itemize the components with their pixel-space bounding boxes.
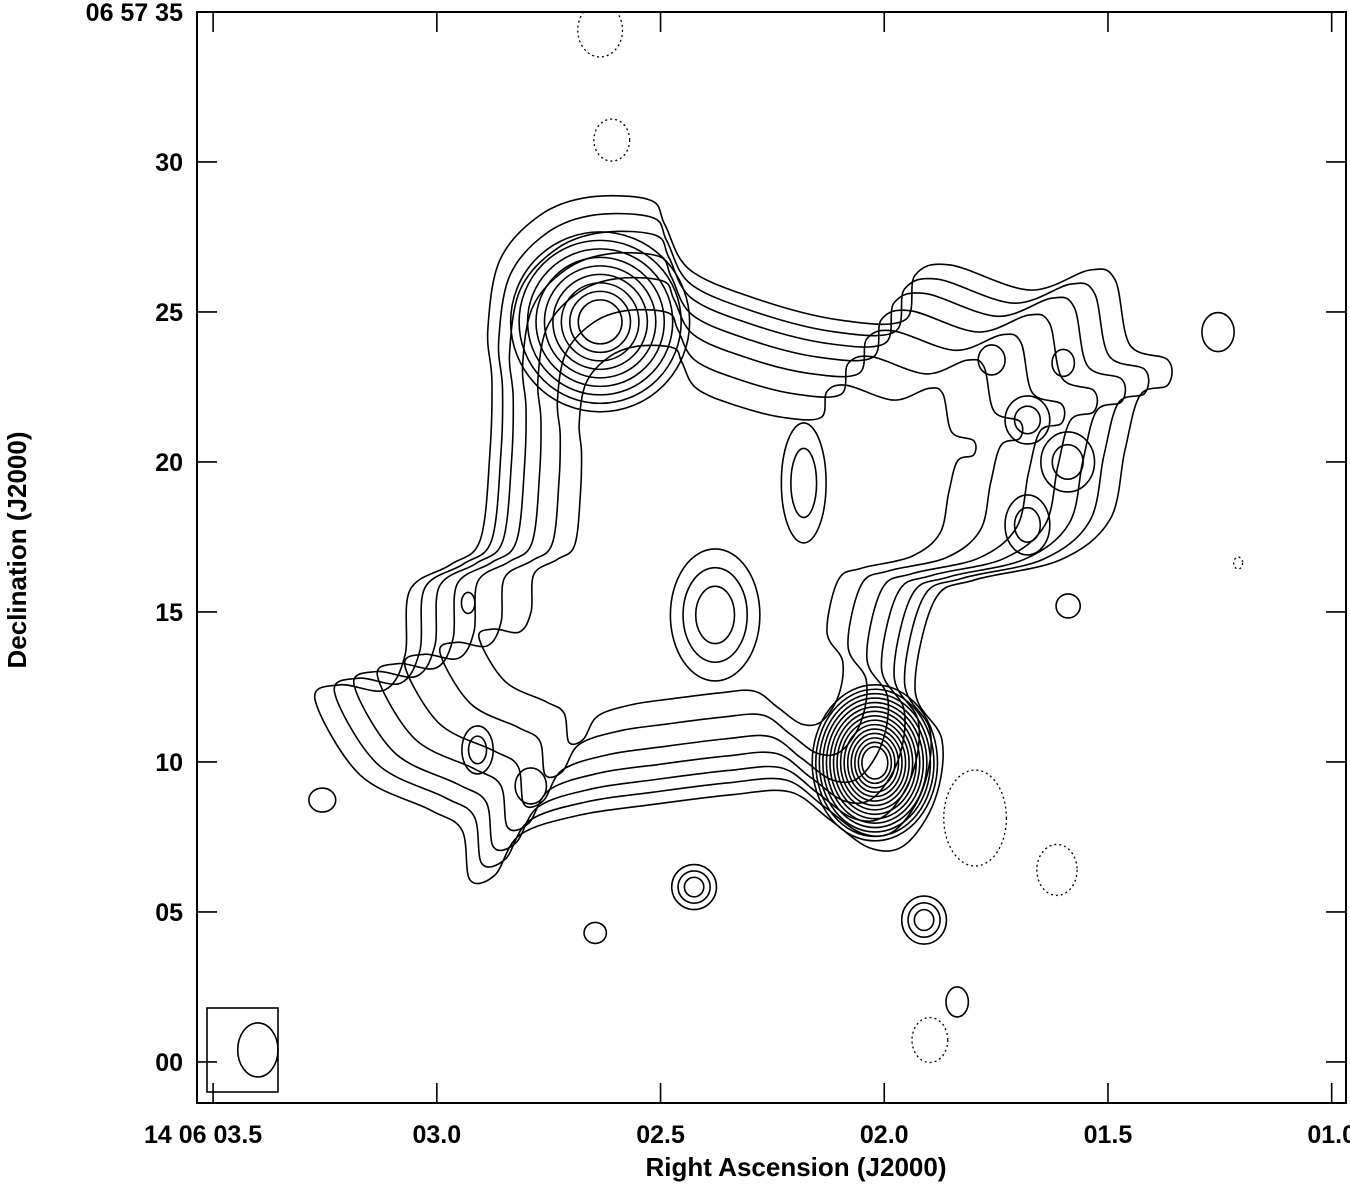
contour-layer [308,12,1244,1064]
contour-6-1 [1013,506,1042,544]
contour-11-0 [460,591,476,615]
contour-2-1 [682,566,748,664]
negative-contour-19-0 [1233,556,1244,570]
contour-1-13 [857,741,893,785]
contour-1-4 [825,701,925,824]
y-tick-label: 25 [155,299,183,327]
contour-1-9 [843,723,907,802]
contour-1-8 [839,719,910,807]
y-tick-label: 20 [155,449,183,477]
negative-contour-23-0 [1036,843,1078,897]
plot-frame [196,11,1347,1104]
contour-0-2 [526,248,674,396]
x-tick-label: 14 06 03.5 [144,1121,262,1149]
contour-5-1 [1051,443,1084,481]
envelope-contour-4 [376,251,1099,832]
contour-3-1 [790,447,818,519]
y-tick-label: 10 [155,749,183,777]
contour-15-0 [900,895,948,945]
contour-10-0 [514,767,548,805]
contour-4-0 [1004,395,1051,445]
contour-9-1 [467,735,488,765]
tick-layer: 14 06 03.5 03.0 02.5 02.0 01.5 01.0 06 57 35 30… [86,0,1350,1149]
contour-2-2 [694,585,736,645]
contour-0-1 [518,239,682,405]
contour-0-4 [543,265,657,379]
contour-1-3 [822,697,928,829]
contour-1-14 [861,745,889,780]
y-axis-title: Declination (J2000) [2,432,32,669]
contour-0-8 [577,299,623,345]
contour-1-7 [836,714,914,811]
negative-contour-24-0 [911,1016,949,1064]
contour-1-0 [811,684,939,842]
contour-3-0 [780,422,827,544]
x-tick-label: 03.0 [412,1121,461,1149]
x-axis-title: Right Ascension (J2000) [645,1152,946,1182]
contour-16-0 [945,986,970,1018]
y-tick-label: 30 [155,149,183,177]
contour-4-1 [1013,405,1042,435]
y-tick-label: 05 [155,899,183,927]
beam-box [206,1007,279,1093]
contour-6-0 [1004,494,1051,556]
contour-17-0 [1201,311,1235,353]
contour-7-0 [977,344,1006,376]
contour-1-1 [814,688,935,838]
contour-2-0 [669,548,761,682]
beam-ellipse [236,1022,279,1078]
contour-1-2 [818,692,932,833]
contour-0-5 [552,273,649,371]
x-tick-label: 01.5 [1084,1121,1133,1149]
contour-0-0 [509,231,691,413]
contour-9-0 [461,725,494,775]
contour-5-0 [1040,431,1096,493]
contour-1-5 [829,706,921,820]
x-tick-label: 02.5 [636,1121,685,1149]
negative-contour-22-0 [943,769,1008,867]
contour-1-10 [846,728,903,798]
contour-14-0 [670,863,718,911]
negative-contour-21-0 [577,12,624,58]
contour-14-1 [677,870,711,904]
envelope-contour-6 [438,308,1024,779]
negative-contour-20-0 [593,118,631,162]
contour-13-0 [583,921,608,945]
x-tick-label: 02.0 [860,1121,909,1149]
contour-15-2 [913,908,935,932]
contour-15-1 [907,902,941,939]
contour-12-0 [308,787,337,813]
contour-0-7 [569,290,632,354]
contour-1-6 [832,710,917,816]
contour-0-3 [535,256,666,388]
contour-8-0 [1051,348,1076,378]
contour-1-11 [850,732,900,794]
envelope-contour-3 [353,230,1127,852]
y-tick-label: 15 [155,599,183,627]
envelope-contour-5 [403,276,1066,809]
beam-layer [206,1007,279,1093]
contour-18-0 [1055,593,1082,619]
contour-1-12 [854,737,896,789]
contour-14-2 [683,876,705,898]
y-tick-label: 06 57 35 [86,0,183,27]
envelope-contour-2 [333,212,1150,868]
x-tick-label: 01.0 [1307,1121,1350,1149]
envelope-contour-7 [478,344,977,746]
contour-0-6 [560,282,640,362]
y-tick-label: 00 [155,1049,183,1077]
